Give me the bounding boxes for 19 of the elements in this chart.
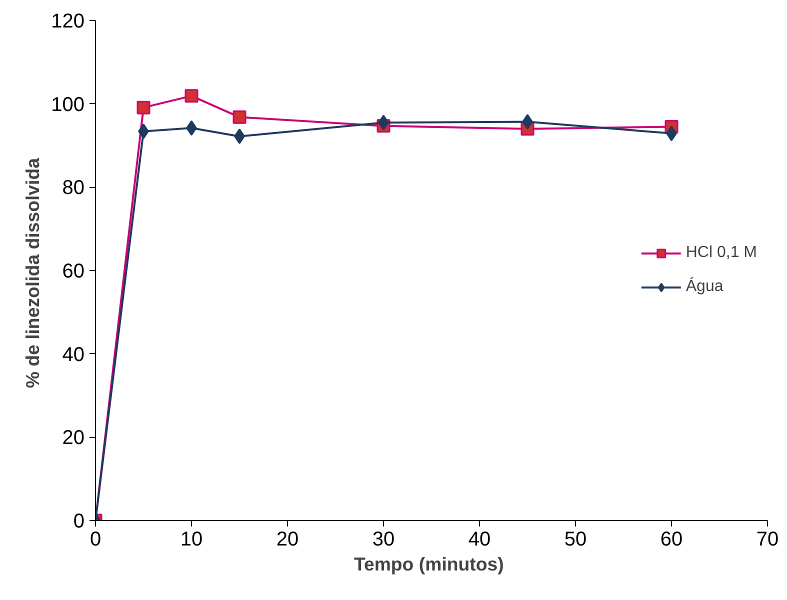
x-tick-label: 20 (276, 528, 299, 550)
y-tick-label: 60 (62, 260, 85, 282)
x-tick-label: 60 (660, 528, 683, 550)
x-tick-label: 0 (90, 528, 102, 550)
y-tick-label: 100 (51, 94, 85, 116)
y-tick-label: 0 (73, 510, 84, 532)
x-tick-label: 50 (564, 528, 587, 550)
x-tick-label: 30 (372, 528, 395, 550)
legend-label: HCl 0,1 M (686, 244, 757, 262)
y-tick-label: 120 (51, 10, 85, 32)
legend-label: Água (686, 278, 724, 296)
x-tick-label: 40 (468, 528, 491, 550)
x-axis-title: Tempo (minutos) (354, 554, 504, 574)
y-tick-label: 40 (62, 344, 85, 366)
x-tick-label: 70 (756, 528, 779, 550)
y-axis-title: % de linezolida dissolvida (22, 157, 44, 388)
y-tick-label: 80 (62, 177, 85, 200)
x-tick-label: 10 (180, 528, 203, 550)
y-tick-label: 20 (62, 427, 85, 450)
